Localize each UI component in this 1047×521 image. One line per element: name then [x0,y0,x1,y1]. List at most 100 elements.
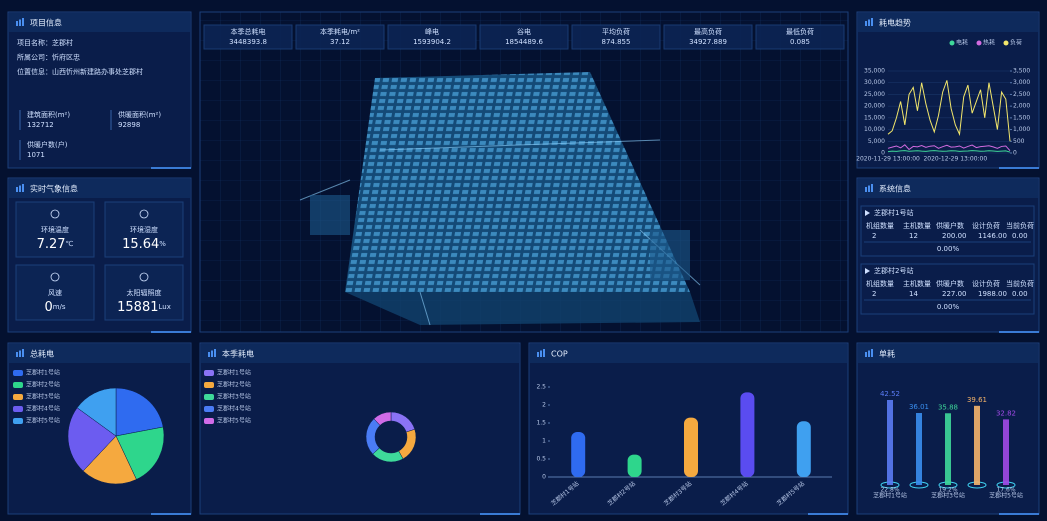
slice [82,435,137,485]
panel-header [858,344,1038,363]
panel-title: COP [551,350,568,359]
panel-icon [865,352,867,357]
info-value: 忻府区忠 [52,53,80,62]
legend-swatch [13,382,23,388]
summary-label: 最高负荷 [694,27,722,36]
summary-value: 34927.889 [689,38,727,46]
legend-label: 芝郡村2号站 [217,381,251,389]
panel-header [9,13,190,32]
stat-label: 建筑面积(m²) [27,110,70,119]
panel-icon [16,21,18,26]
stat-marker [19,140,21,160]
y-tick-label: 10,000 [864,126,885,133]
station-cell: 200.00 [942,232,967,240]
info-field: 位置信息：山西忻州新建路办事处芝郡村 [17,67,143,76]
panel-icon [868,185,870,192]
value-label: 39.61 [967,396,987,404]
y-tick-label: 1.5 [536,420,546,427]
y-tick-label: 0 [542,474,546,481]
y2-tick-label: 0 [1013,150,1017,157]
station-cell: 0.00 [1012,232,1028,240]
legend-swatch [204,382,214,388]
legend-label: 芝郡村2号站 [26,381,60,389]
line-series [887,150,1011,153]
weather-card [15,264,95,321]
y-tick-label: 25,000 [864,91,885,98]
panel-icon [208,352,210,357]
weather-reading: 7.27℃ [37,237,74,252]
panel-title: 系统信息 [879,184,911,194]
station-cell: 2 [872,232,876,240]
weather-unit: ℃ [66,240,74,248]
weather-label: 环境温度 [41,225,69,234]
map [299,72,701,326]
station-arrow [865,210,870,216]
y-tick-label: 20,000 [864,103,885,110]
summary-value: 3448393.8 [229,38,267,46]
weather-unit: % [159,240,166,248]
y-tick-label: 0 [881,150,885,157]
line-series [887,144,1011,151]
y-tick-label: 2.5 [536,384,546,391]
slice [115,387,164,437]
legend-label: 芝郡村1号站 [26,369,60,377]
stat-value: 92898 [118,121,140,129]
station-cell: 227.00 [942,290,967,298]
share-label: 17.6% [996,487,1015,494]
station-cell: 12 [909,232,918,240]
panel-icon [22,18,24,26]
legend-swatch [13,406,23,412]
station-cell: 14 [909,290,918,298]
legend-label: 芝郡村5号站 [26,417,60,425]
bar [916,413,922,485]
station-column: 设计负荷 [972,221,1000,230]
station-box [860,205,1035,257]
legend-label: 芝郡村3号站 [26,393,60,401]
y2-tick-label: 1,000 [1013,126,1030,133]
panel-icon [865,187,867,192]
legend-label: 芝郡村4号站 [217,405,251,413]
legend-swatch [204,418,214,424]
summary-label: 峰电 [425,27,439,36]
value-label: 35.88 [938,403,958,411]
stat-marker [110,110,112,130]
station-rate: 0.00% [937,303,960,311]
stat-label: 供暖户数(户) [27,140,68,149]
panel-icon [211,350,213,357]
y2-tick-label: 3,500 [1013,68,1030,75]
slice [373,411,392,426]
panel-icon [543,349,545,357]
station-column: 供暖户数 [936,279,964,288]
summary-value: 0.085 [790,38,810,46]
panel-icon [868,19,870,26]
legend-swatch [204,394,214,400]
x-tick-label: 芝郡村5号站 [989,492,1023,500]
weather-icon [50,209,60,219]
summary-card [755,24,845,50]
weather-reading: 15881Lux [117,300,171,315]
x-tick-label: 芝郡村1号站 [873,492,907,500]
summary-label: 本季耗电/m² [320,27,360,36]
value-label: 36.01 [909,403,929,411]
panel-header [530,344,847,363]
bar [684,417,698,477]
summary-label: 本季总耗电 [231,27,266,36]
station-name: 芝郡村1号站 [874,208,913,217]
x-tick-label: 芝郡村3号站 [931,492,965,500]
panel [7,11,192,169]
y2-tick-label: 1,500 [1013,114,1030,121]
weather-card [15,201,95,258]
y2-tick-label: 3,000 [1013,79,1030,86]
panel-icon [871,184,873,192]
panel-title: 总耗电 [30,349,54,359]
info-label: 项目名称： [17,38,52,47]
summary-card [663,24,753,50]
summary-label: 谷电 [517,27,531,36]
bar [796,421,811,477]
y2-tick-label: 2,500 [1013,91,1030,98]
info-field: 所属公司：忻府区忠 [17,53,80,62]
panel-icon [865,21,867,26]
bar [945,413,951,485]
y-tick-label: 5,000 [868,138,885,145]
